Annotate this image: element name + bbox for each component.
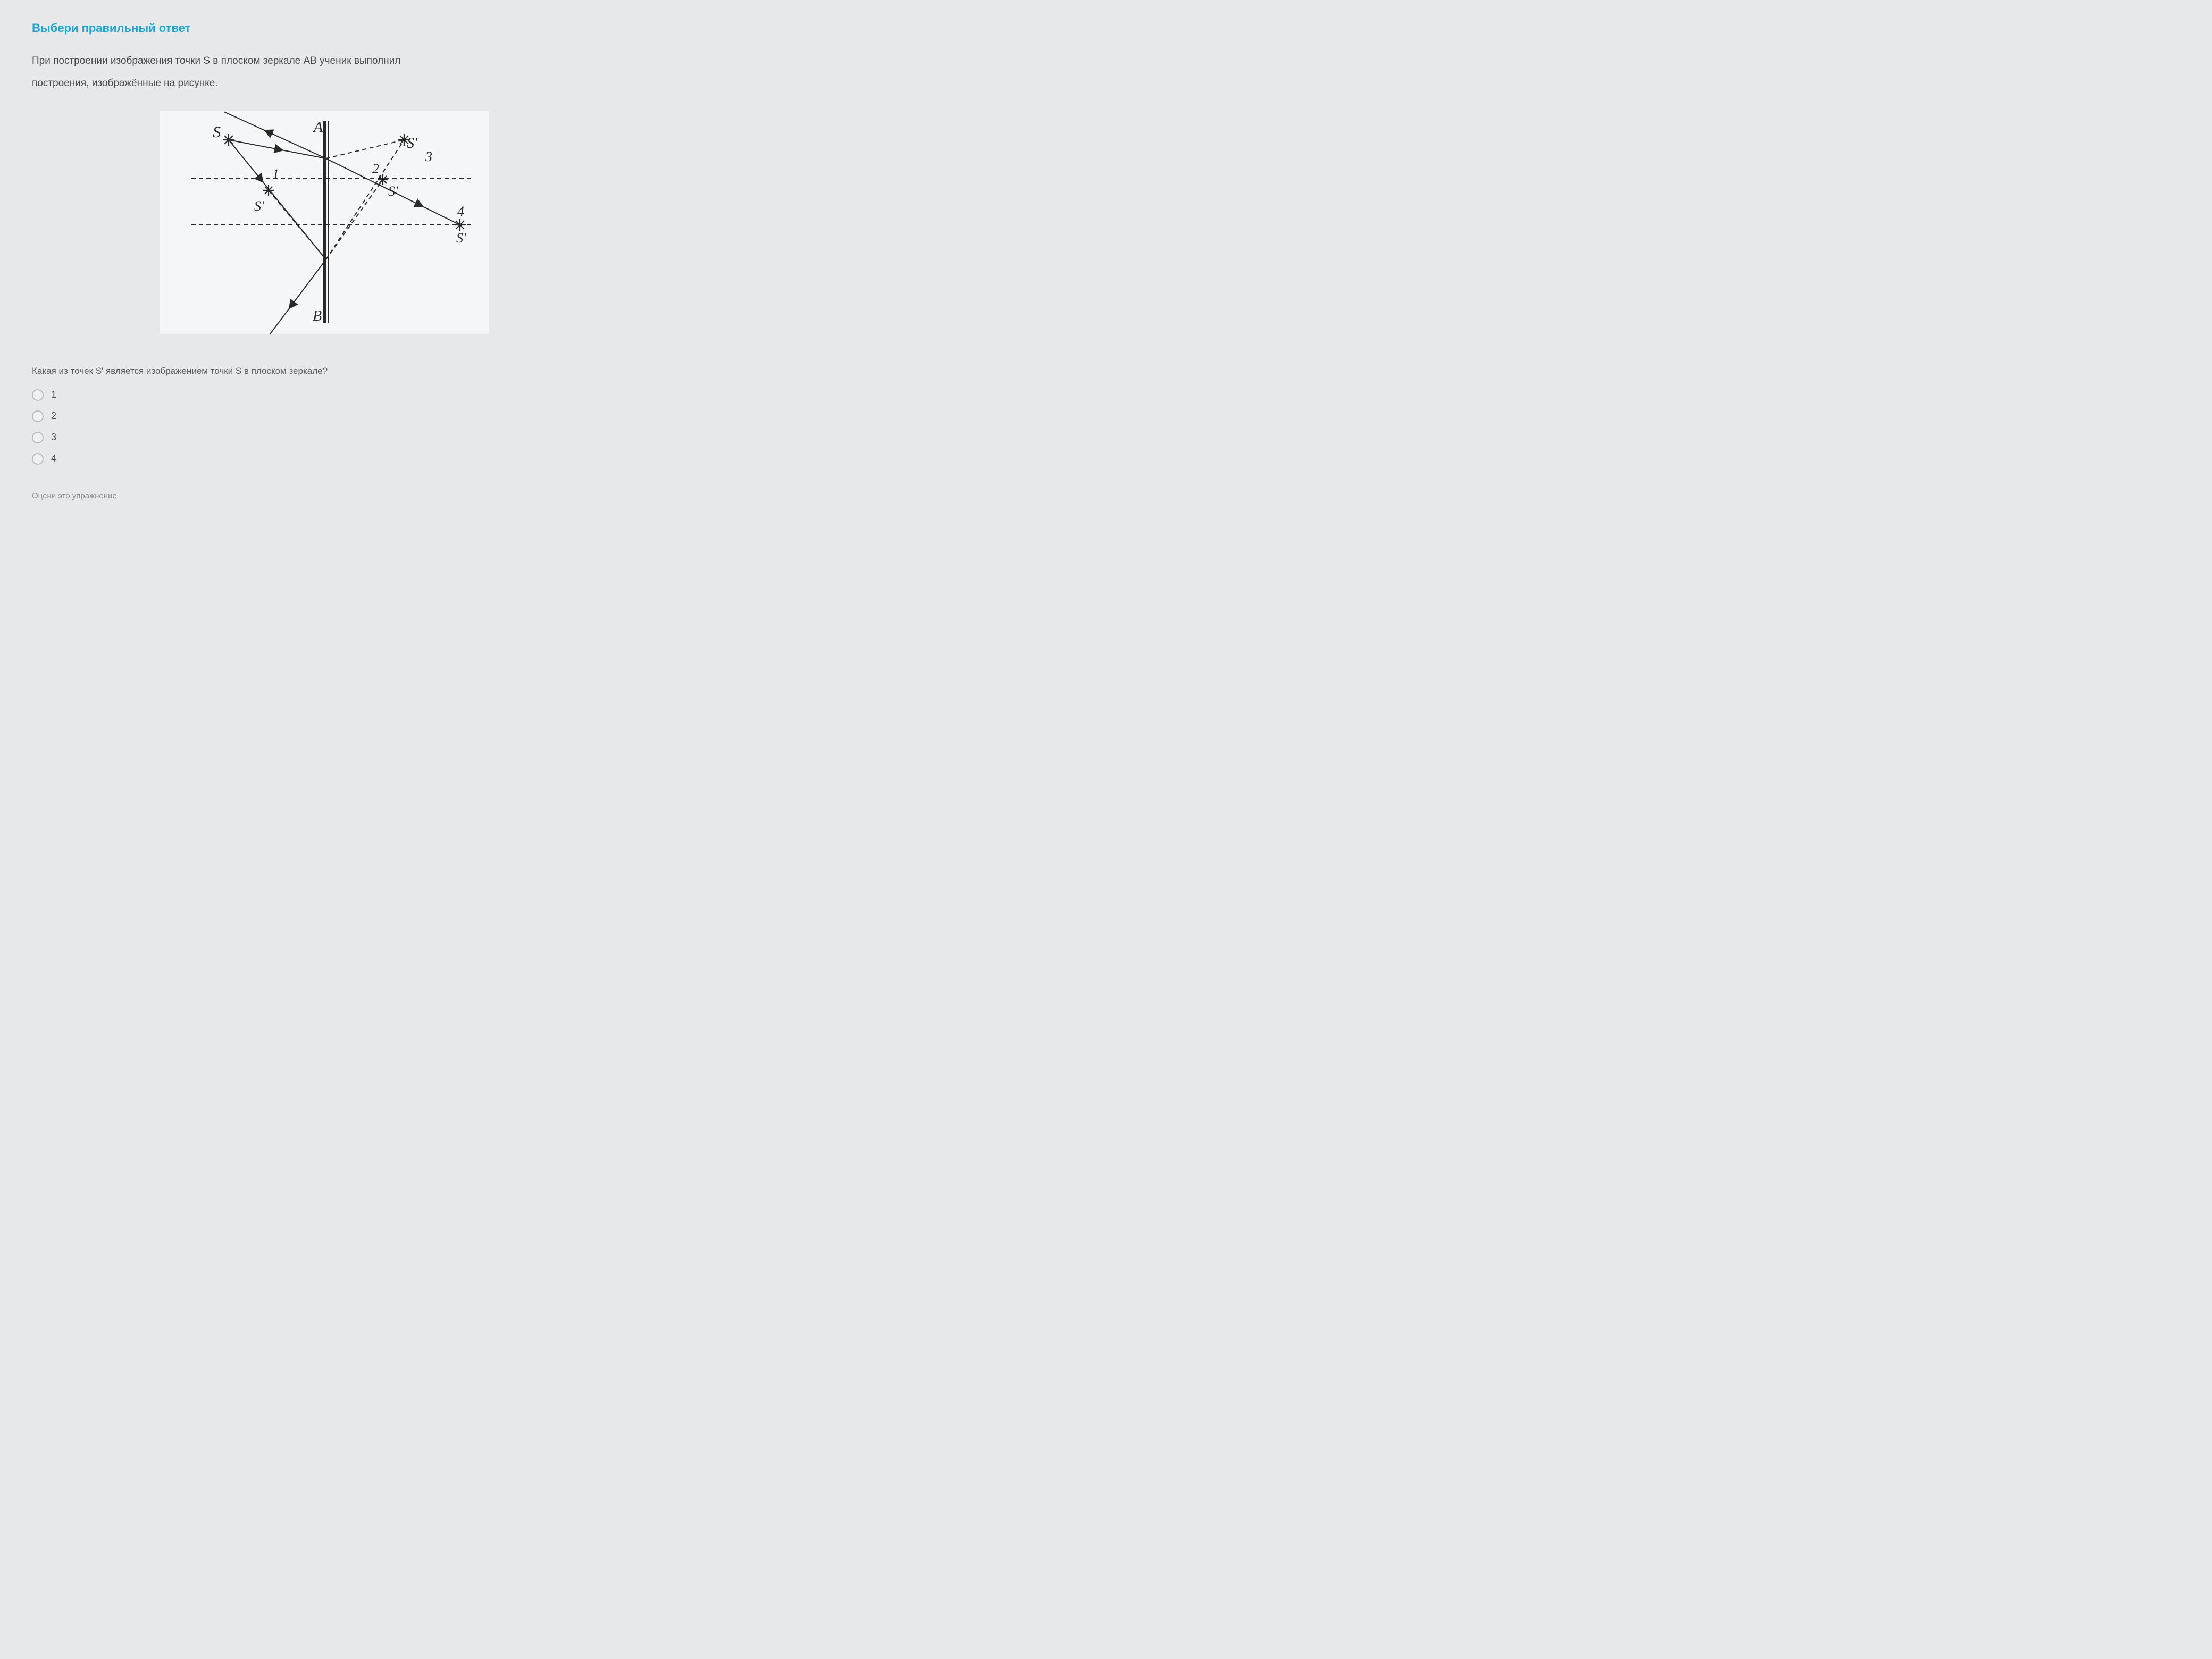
radio-2[interactable]	[32, 410, 44, 422]
option-1[interactable]: 1	[32, 389, 617, 401]
svg-text:4: 4	[457, 204, 464, 219]
question-line-1: При построении изображения точки S в пло…	[32, 55, 400, 66]
option-label-4: 4	[51, 453, 56, 464]
svg-text:1: 1	[272, 166, 279, 182]
svg-text:S': S'	[254, 198, 264, 214]
svg-text:A: A	[313, 119, 323, 136]
option-3[interactable]: 3	[32, 432, 617, 443]
question-line-2: построения, изображённые на рисунке.	[32, 78, 218, 89]
option-label-1: 1	[51, 389, 56, 400]
svg-text:S': S'	[456, 230, 466, 246]
rate-exercise-link[interactable]: Оцени это упражнение	[32, 491, 617, 500]
radio-1[interactable]	[32, 389, 44, 401]
question-text: При построении изображения точки S в пло…	[32, 50, 617, 95]
radio-3[interactable]	[32, 432, 44, 443]
svg-text:S': S'	[388, 183, 398, 199]
svg-text:2: 2	[372, 161, 379, 177]
mirror-diagram: A B S S' S' S' S' 1 2 3 4	[160, 111, 489, 334]
options-group: 1 2 3 4	[32, 389, 617, 465]
svg-text:S': S'	[407, 135, 418, 152]
radio-4[interactable]	[32, 453, 44, 465]
option-label-3: 3	[51, 432, 56, 443]
heading: Выбери правильный ответ	[32, 21, 617, 35]
option-4[interactable]: 4	[32, 453, 617, 465]
option-label-2: 2	[51, 410, 56, 422]
diagram-container: A B S S' S' S' S' 1 2 3 4	[32, 111, 617, 334]
svg-text:B: B	[313, 308, 322, 324]
svg-text:3: 3	[425, 149, 432, 164]
option-2[interactable]: 2	[32, 410, 617, 422]
svg-text:S: S	[213, 123, 221, 141]
sub-prompt: Какая из точек S' является изображением …	[32, 366, 617, 376]
